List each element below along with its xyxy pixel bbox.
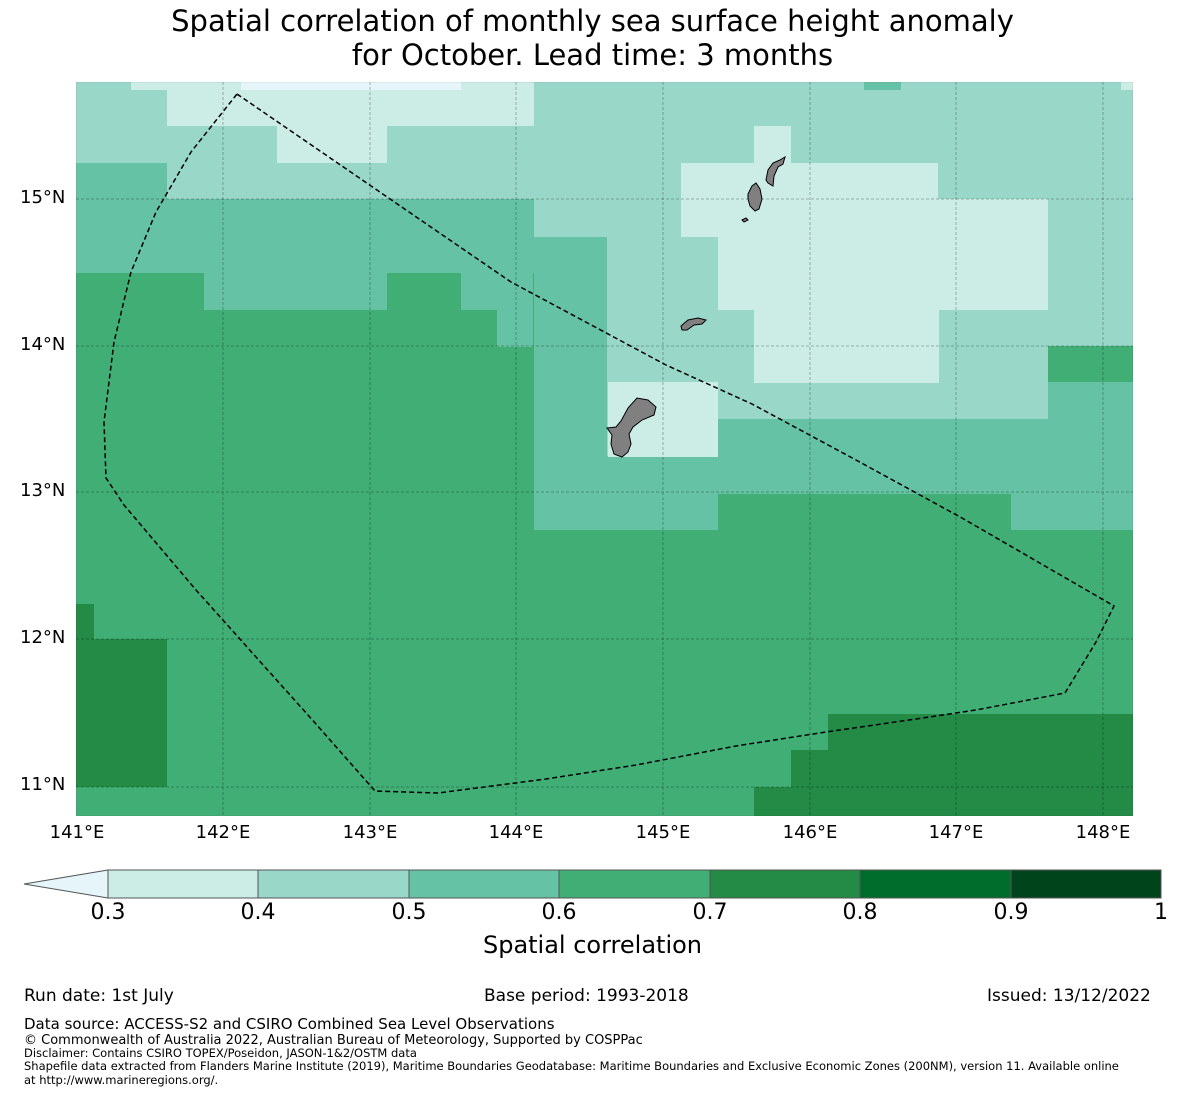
tinian-island (747, 182, 763, 212)
colorbar-label: Spatial correlation (482, 931, 703, 959)
lat-tick-14n: 14°N (20, 334, 66, 355)
map-gridlines (76, 82, 1133, 816)
colorbar-tick-1: 1 (1154, 900, 1168, 925)
disclaimer: Disclaimer: Contains CSIRO TOPEX/Poseido… (24, 1046, 417, 1060)
rota-island (680, 317, 707, 331)
lat-tick-11n: 11°N (20, 774, 66, 795)
colorbar-tick-0.4: 0.4 (240, 900, 276, 925)
colorbar-segment-0.6-0.7 (559, 870, 710, 898)
lon-tick-145e: 145°E (635, 822, 691, 843)
chart-title-line2: for October. Lead time: 3 months (351, 38, 834, 72)
correlation-band-0.7-0.8 (76, 604, 1133, 816)
correlation-cell-0.5-0.6 (864, 82, 901, 90)
run-date: Run date: 1st July (24, 986, 174, 1006)
lat-tick-15n: 15°N (20, 187, 66, 208)
lat-tick-12n: 12°N (20, 627, 66, 648)
correlation-map (76, 82, 1133, 816)
correlation-band-below-0.3 (241, 82, 461, 90)
lon-tick-141e: 141°E (49, 822, 105, 843)
colorbar (23, 869, 1162, 899)
colorbar-segment-0.3-0.4 (108, 870, 258, 898)
colorbar-tick-0.6: 0.6 (541, 900, 577, 925)
land-islands (606, 155, 786, 458)
colorbar-tick-0.9: 0.9 (993, 900, 1029, 925)
lon-tick-146e: 146°E (782, 822, 838, 843)
colorbar-frame (107, 869, 1162, 899)
chart-title-line1: Spatial correlation of monthly sea surfa… (171, 4, 1014, 38)
lat-tick-13n: 13°N (20, 480, 66, 501)
data-source: Data source: ACCESS-S2 and CSIRO Combine… (24, 1015, 555, 1033)
copyright-notice: © Commonwealth of Australia 2022, Austra… (24, 1033, 643, 1048)
correlation-cell-0.3-0.4 (1121, 82, 1133, 90)
colorbar-segment-0.7-0.8 (710, 870, 860, 898)
colorbar-extend-arrow (23, 869, 109, 899)
colorbar-segment-0.9-1 (1011, 870, 1161, 898)
colorbar-segment-0.4-0.5 (258, 870, 409, 898)
colorbar-tick-0.3: 0.3 (90, 900, 126, 925)
lon-tick-143e: 143°E (342, 822, 398, 843)
saipan-island (765, 155, 786, 187)
eez-boundary-line (103, 92, 1115, 794)
aguijan-island (741, 217, 749, 223)
lon-tick-142e: 142°E (195, 822, 251, 843)
guam-island (606, 397, 657, 458)
lon-tick-148e: 148°E (1075, 822, 1131, 843)
shapefile-credit-url: at http://www.marineregions.org/. (24, 1073, 219, 1087)
colorbar-segment-0.8-0.9 (860, 870, 1011, 898)
issued-date: Issued: 13/12/2022 (987, 986, 1151, 1006)
colorbar-tick-0.8: 0.8 (842, 900, 878, 925)
lon-tick-147e: 147°E (928, 822, 984, 843)
colorbar-tick-0.5: 0.5 (391, 900, 427, 925)
colorbar-segment-0.5-0.6 (409, 870, 559, 898)
lon-tick-144e: 144°E (488, 822, 544, 843)
shapefile-credit: Shapefile data extracted from Flanders M… (24, 1059, 1119, 1073)
base-period: Base period: 1993-2018 (484, 986, 689, 1006)
colorbar-tick-0.7: 0.7 (692, 900, 728, 925)
